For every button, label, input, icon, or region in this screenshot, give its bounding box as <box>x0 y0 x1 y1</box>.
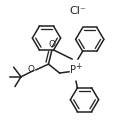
Text: O: O <box>49 39 56 49</box>
Text: P: P <box>70 66 76 75</box>
Text: +: + <box>75 62 81 71</box>
Text: O: O <box>28 65 35 74</box>
Text: Cl⁻: Cl⁻ <box>70 6 86 16</box>
